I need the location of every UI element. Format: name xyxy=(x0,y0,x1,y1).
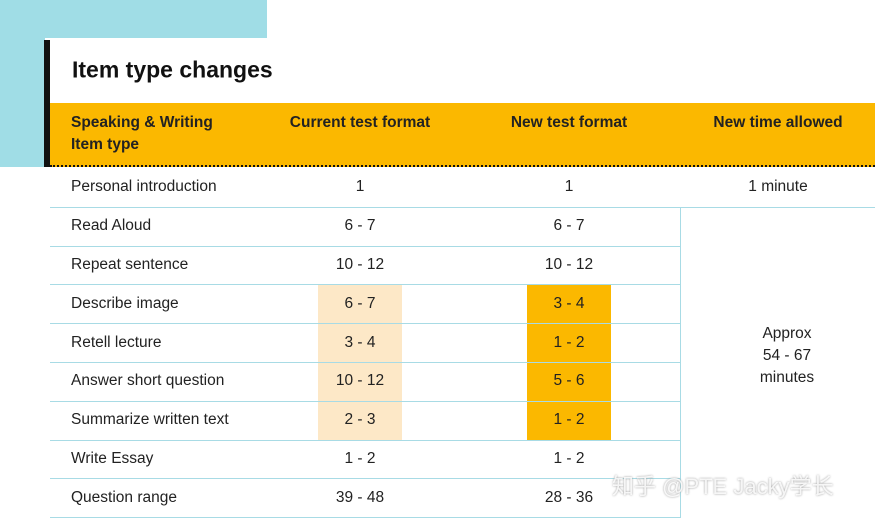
cell: Approx xyxy=(762,325,812,342)
cell: 6 - 7 xyxy=(344,294,376,312)
cell: Retell lecture xyxy=(71,333,162,351)
cell: 39 - 48 xyxy=(335,488,385,506)
cell: Answer short question xyxy=(71,372,225,390)
row-line xyxy=(50,517,680,519)
cell: 6 - 7 xyxy=(553,217,585,235)
cell: Repeat sentence xyxy=(71,256,189,273)
cell: 1 - 2 xyxy=(553,333,585,351)
watermark: 知乎 @PTE Jacky学长 xyxy=(612,474,834,499)
row-line xyxy=(50,439,680,441)
cell: 28 - 36 xyxy=(544,488,594,506)
decor-strip xyxy=(0,0,45,167)
cell: 5 - 6 xyxy=(553,372,585,390)
cell: Describe image xyxy=(71,294,179,312)
cell: 54 - 67 xyxy=(762,347,812,364)
cell: 6 - 7 xyxy=(344,217,376,235)
cell: Question range xyxy=(71,488,177,506)
header-cell: New test format xyxy=(510,114,628,131)
header-bg xyxy=(50,103,875,167)
cell: 10 - 12 xyxy=(544,256,594,273)
row-line xyxy=(50,323,680,325)
cell: Read Aloud xyxy=(71,217,152,235)
row-line xyxy=(50,284,680,286)
cell: 1 - 2 xyxy=(344,450,376,467)
cell: 1 - 2 xyxy=(553,450,585,467)
cell: 3 - 4 xyxy=(553,294,585,312)
row-line xyxy=(50,206,875,208)
header-cell: Current test format xyxy=(289,114,431,131)
title: Item type changes xyxy=(72,56,273,83)
cell: Summarize written text xyxy=(71,411,229,429)
cell: minutes xyxy=(759,369,815,386)
cell: 1 minute xyxy=(748,178,808,196)
title-bg xyxy=(50,38,883,103)
cell: 1 - 2 xyxy=(553,411,585,429)
header-cell: Speaking & Writing xyxy=(71,114,213,131)
cell: Write Essay xyxy=(71,450,154,467)
row-line xyxy=(50,245,680,247)
cell: Personal introduction xyxy=(71,178,217,196)
row-line xyxy=(50,478,680,480)
row-line xyxy=(50,362,680,363)
cell: 2 - 3 xyxy=(344,411,376,429)
header-cell: New time allowed xyxy=(713,114,843,131)
cell: 10 - 12 xyxy=(335,372,385,390)
header-cell: Item type xyxy=(71,136,140,153)
cell: 1 xyxy=(355,178,365,196)
row-line xyxy=(50,400,680,402)
cell: 3 - 4 xyxy=(344,333,376,351)
cell: 10 - 12 xyxy=(335,256,385,273)
cell: 1 xyxy=(564,178,574,196)
accent-bar xyxy=(44,40,50,167)
merged-border xyxy=(680,207,681,518)
